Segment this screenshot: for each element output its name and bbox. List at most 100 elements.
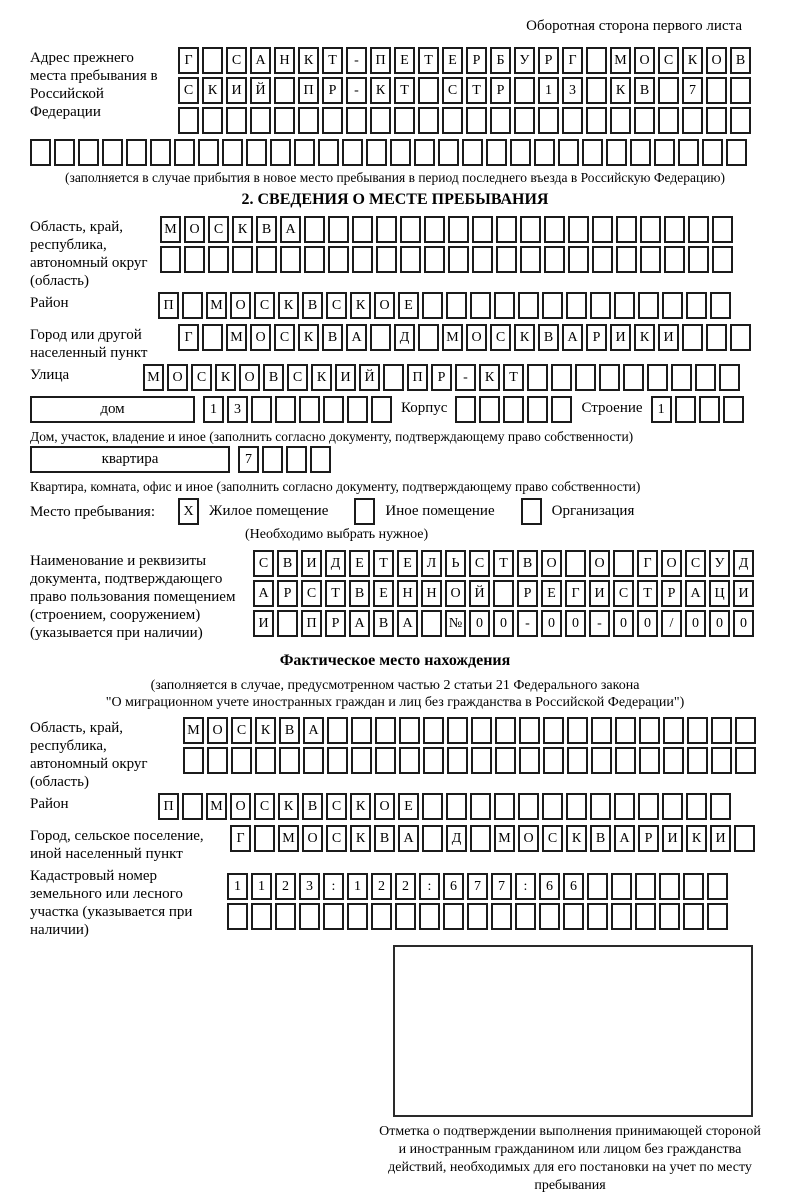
char-box [586,107,607,134]
char-box: Г [565,580,586,607]
char-box [710,292,731,319]
char-box: О [230,793,251,820]
char-box: 1 [650,396,672,423]
char-box: 1 [538,77,559,104]
char-box: Т [466,77,487,104]
char-box: С [191,364,212,391]
char-box: С [301,580,322,607]
char-box: М [226,324,247,351]
house-note: Дом, участок, владение и иное (заполнить… [30,429,634,444]
char-box: Р [517,580,538,607]
char-box [418,77,439,104]
char-box: В [302,292,323,319]
char-box: Б [490,47,511,74]
char-box: С [685,550,706,577]
char-box [352,246,373,273]
char-box: О [302,825,323,852]
char-box [322,107,343,134]
char-box [419,903,440,930]
prev-address-row-3 [178,107,754,134]
char-box [662,793,683,820]
char-box: С [254,292,275,319]
char-box [551,364,572,391]
char-box [702,139,723,166]
char-box: / [661,610,682,637]
char-box [658,77,679,104]
char-box: Р [466,47,487,74]
char-box: К [566,825,587,852]
char-box: О [374,793,395,820]
char-box: 1 [227,873,248,900]
char-box [610,107,631,134]
char-box [227,903,248,930]
fact-city-label: Город, сельское поселение, иной населенн… [30,828,204,862]
char-box [606,139,627,166]
region-label: Область, край, республика, автономный ок… [30,219,148,289]
char-box: Е [398,292,419,319]
stamp-caption: Отметка о подтверждении выполнения прини… [379,1124,761,1193]
char-box [303,747,324,774]
char-box: М [494,825,515,852]
char-box [519,747,540,774]
char-box [493,580,514,607]
char-box [375,717,396,744]
apartment-note: Квартира, комната, офис и иное (заполнит… [30,479,641,494]
char-box [347,903,368,930]
char-box: К [634,324,655,351]
char-box: М [183,717,204,744]
region-block: Область, край, республика, автономный ок… [30,216,760,290]
char-box [328,216,349,243]
char-box [399,747,420,774]
char-box: Е [397,550,418,577]
char-box: С [226,47,247,74]
char-box: В [302,793,323,820]
char-box [208,246,229,273]
char-box [447,747,468,774]
char-box [568,246,589,273]
char-box [390,139,411,166]
char-box: Р [490,77,511,104]
cadastre-block: Кадастровый номер земельного или лесного… [30,865,760,939]
char-box [202,324,223,351]
char-box [255,747,276,774]
char-box [102,139,123,166]
document-block: Наименование и реквизиты документа, подт… [30,550,760,642]
char-box [659,873,680,900]
char-box [568,216,589,243]
char-box: А [346,324,367,351]
char-box [616,246,637,273]
char-box [446,793,467,820]
char-box: В [634,77,655,104]
char-box [279,747,300,774]
char-box: А [397,610,418,637]
char-box: А [562,324,583,351]
char-box: С [274,324,295,351]
char-box: В [374,825,395,852]
stay-option-checkbox-other [354,498,376,525]
fact-city-block: Город, сельское поселение, иной населенн… [30,825,760,863]
char-box [623,364,644,391]
char-box [683,903,704,930]
char-box [586,47,607,74]
char-box [542,292,563,319]
char-box [735,717,756,744]
char-box: : [515,873,536,900]
char-box [590,292,611,319]
char-box [514,77,535,104]
char-box [299,903,320,930]
char-box [519,717,540,744]
char-box: 0 [613,610,634,637]
prev-address-row-4 [30,139,760,166]
char-box [423,747,444,774]
char-box [544,216,565,243]
char-box [539,903,560,930]
char-box: К [278,292,299,319]
char-box: П [158,292,179,319]
char-box [421,610,442,637]
char-box [638,793,659,820]
